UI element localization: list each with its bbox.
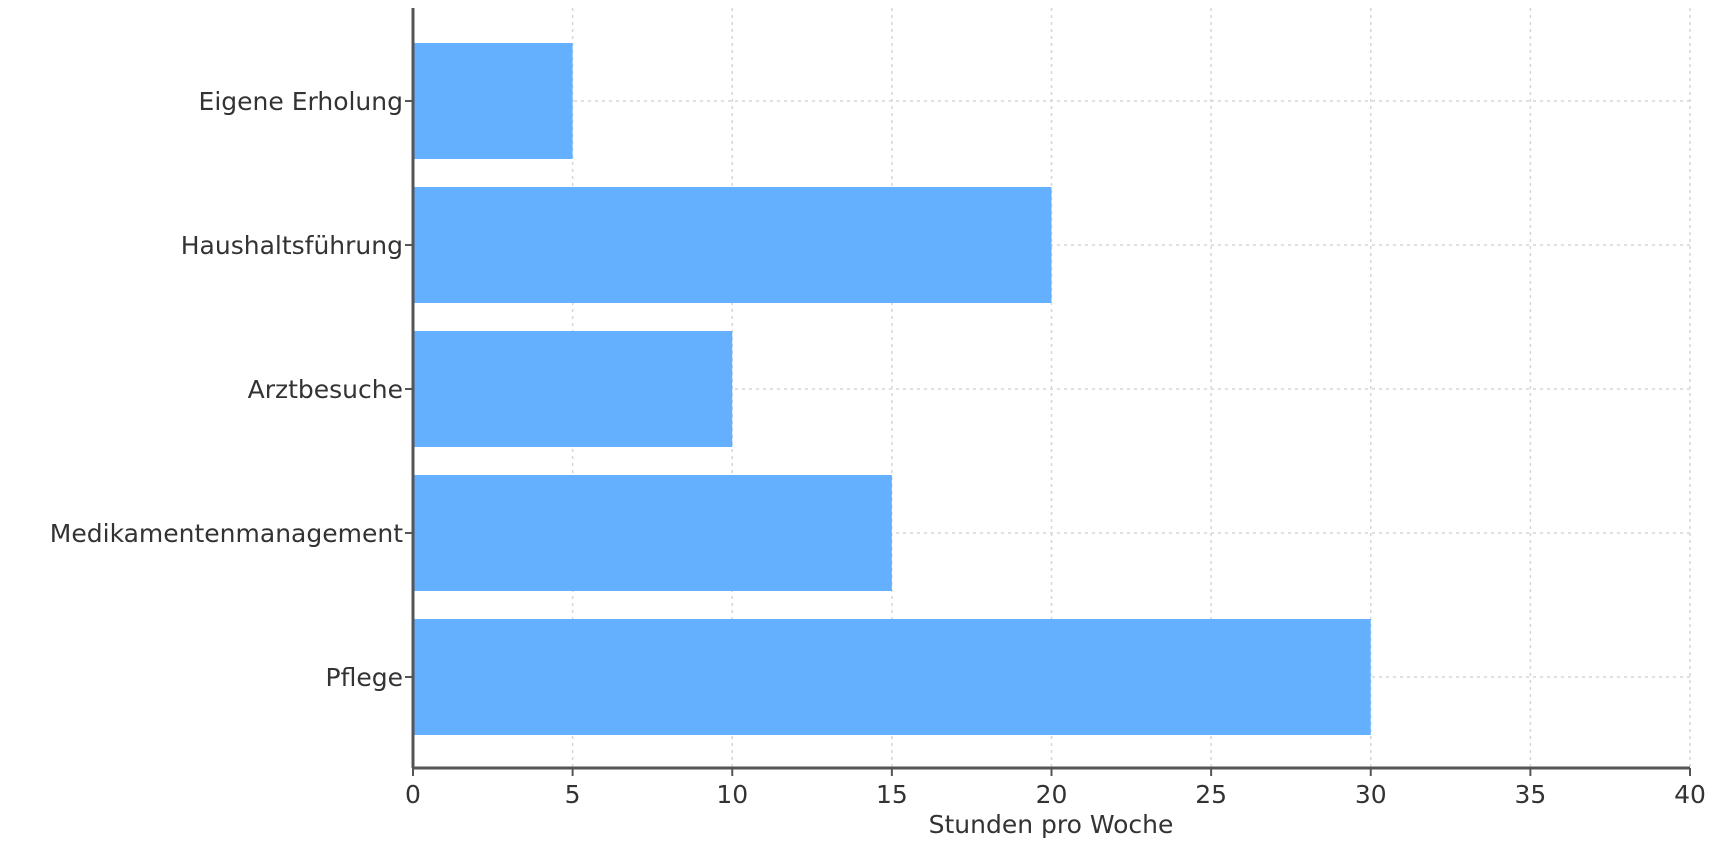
x-tick-label: 25 — [1195, 780, 1227, 809]
x-axis-label: Stunden pro Woche — [929, 810, 1174, 839]
x-tick-label: 30 — [1355, 780, 1387, 809]
x-tick-label: 0 — [405, 780, 421, 809]
x-tick-label: 40 — [1674, 780, 1706, 809]
x-tick-label: 10 — [716, 780, 748, 809]
y-tick-label: Eigene Erholung — [199, 87, 403, 116]
bar — [413, 475, 892, 591]
y-tick-label: Arztbesuche — [248, 375, 403, 404]
y-tick-label: Pflege — [326, 663, 403, 692]
bar — [413, 331, 733, 447]
bars — [413, 43, 1371, 735]
bar — [413, 43, 573, 159]
x-tick-label: 20 — [1036, 780, 1068, 809]
ticks: 0 5 10 15 20 25 30 35 40 Pflege Medikamentenmanage… — [50, 87, 1706, 809]
x-tick-label: 5 — [565, 780, 581, 809]
y-tick-label: Haushaltsführung — [181, 231, 403, 260]
bar — [413, 187, 1052, 303]
x-tick-label: 35 — [1514, 780, 1546, 809]
x-tick-label: 15 — [876, 780, 908, 809]
bar — [413, 619, 1371, 735]
y-tick-label: Medikamentenmanagement — [50, 519, 403, 548]
